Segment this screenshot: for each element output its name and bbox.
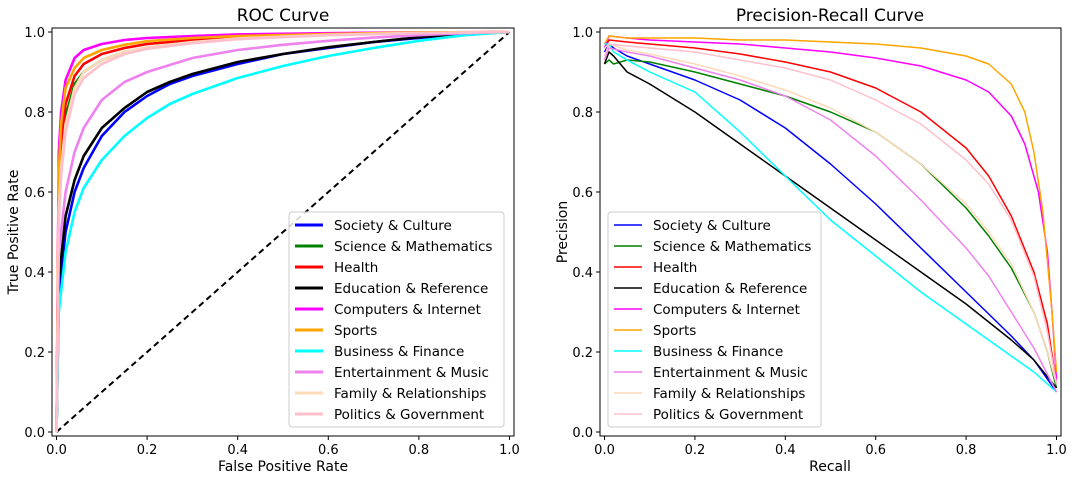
pr-x-tick-label: 1.0 bbox=[1046, 443, 1067, 458]
pr-legend-label-9: Family & Relationships bbox=[653, 386, 805, 402]
roc-legend-label-7: Business & Finance bbox=[334, 344, 464, 360]
pr-title: Precision-Recall Curve bbox=[736, 6, 924, 26]
roc-x-tick-label: 0.8 bbox=[409, 443, 430, 458]
pr-legend-label-1: Society & Culture bbox=[653, 218, 771, 234]
pr-y-tick-label: 0.6 bbox=[572, 186, 593, 201]
pr-legend-label-3: Health bbox=[653, 260, 697, 276]
pr-series-line-2 bbox=[604, 59, 1058, 389]
pr-panel: Precision-Recall Curve Recall Precision … bbox=[555, 6, 1067, 475]
pr-x-tick-label: 0.8 bbox=[956, 443, 977, 458]
pr-legend-label-4: Education & Reference bbox=[653, 281, 807, 297]
pr-legend-box bbox=[607, 211, 822, 428]
roc-y-tick-label: 0.0 bbox=[24, 426, 45, 441]
pr-x-tick-label: 0.2 bbox=[685, 443, 706, 458]
roc-legend: Society & Culture Science & Mathematics He… bbox=[288, 211, 505, 428]
roc-legend-label-3: Health bbox=[334, 260, 378, 276]
pr-series-line-3 bbox=[603, 39, 1058, 385]
pr-series-line-10 bbox=[603, 43, 1058, 385]
pr-legend-label-2: Science & Mathematics bbox=[653, 239, 811, 255]
roc-x-axis-label: False Positive Rate bbox=[218, 459, 348, 475]
roc-legend-label-8: Entertainment & Music bbox=[334, 365, 489, 381]
pr-axes-frame bbox=[599, 27, 1062, 437]
roc-legend-label-1: Society & Culture bbox=[334, 218, 452, 234]
roc-title: ROC Curve bbox=[237, 6, 330, 26]
roc-x-tick-label: 0.2 bbox=[137, 443, 158, 458]
pr-legend-label-5: Computers & Internet bbox=[653, 302, 800, 318]
roc-series-line-8 bbox=[55, 30, 510, 433]
pr-series-line-6 bbox=[603, 35, 1058, 373]
roc-series-line-7 bbox=[55, 30, 510, 433]
pr-series-line-9 bbox=[604, 43, 1058, 385]
roc-plot-area: 0.0 0.2 0.4 0.6 0.8 1.0 0.0 0.2 0.4 0.6 0.8 1.0 bbox=[24, 26, 520, 458]
pr-x-tick-label: 0.4 bbox=[775, 443, 796, 458]
roc-axes-frame bbox=[51, 27, 515, 437]
pr-plot-area: 0.0 0.2 0.4 0.6 0.8 1.0 0.0 0.2 0.4 0.6 0.8 1.0 bbox=[572, 26, 1067, 458]
roc-y-tick-label: 0.4 bbox=[24, 266, 45, 281]
roc-baseline-diagonal bbox=[55, 31, 511, 433]
pr-y-tick-label: 0.8 bbox=[572, 106, 593, 121]
roc-y-tick-label: 1.0 bbox=[24, 26, 45, 41]
pr-y-tick-label: 0.4 bbox=[572, 266, 593, 281]
roc-x-tick-label: 0.6 bbox=[318, 443, 339, 458]
roc-x-tick-label: 0.0 bbox=[46, 443, 67, 458]
pr-y-tick-label: 0.2 bbox=[572, 346, 593, 361]
pr-legend-label-8: Entertainment & Music bbox=[653, 365, 808, 381]
roc-legend-label-5: Computers & Internet bbox=[334, 302, 481, 318]
pr-series-line-7 bbox=[604, 43, 1057, 393]
roc-legend-label-2: Science & Mathematics bbox=[334, 239, 492, 255]
pr-y-tick-label: 1.0 bbox=[572, 26, 593, 41]
roc-panel: ROC Curve False Positive Rate True Posit… bbox=[6, 6, 520, 475]
pr-x-axis-label: Recall bbox=[809, 459, 851, 475]
pr-x-tick-label: 0.6 bbox=[865, 443, 886, 458]
roc-y-tick-label: 0.2 bbox=[24, 346, 45, 361]
pr-y-tick-label: 0.0 bbox=[572, 426, 593, 441]
roc-y-tick-label: 0.8 bbox=[24, 106, 45, 121]
roc-y-axis-label: True Positive Rate bbox=[6, 170, 22, 296]
roc-legend-box bbox=[288, 211, 505, 428]
pr-x-tick-label: 0.0 bbox=[594, 443, 615, 458]
pr-series-line-8 bbox=[603, 47, 1058, 393]
pr-legend-label-7: Business & Finance bbox=[653, 344, 783, 360]
roc-legend-label-4: Education & Reference bbox=[334, 281, 488, 297]
pr-legend-label-10: Politics & Government bbox=[653, 407, 803, 423]
pr-legend-label-6: Sports bbox=[653, 323, 696, 339]
roc-x-tick-label: 1.0 bbox=[499, 443, 520, 458]
roc-series-line-4 bbox=[55, 30, 510, 433]
roc-series-line-10 bbox=[55, 30, 510, 433]
roc-legend-label-9: Family & Relationships bbox=[334, 386, 486, 402]
roc-legend-label-10: Politics & Government bbox=[334, 407, 484, 423]
pr-series-line-5 bbox=[603, 35, 1058, 381]
pr-y-axis-label: Precision bbox=[555, 201, 571, 263]
roc-x-tick-label: 0.4 bbox=[227, 443, 248, 458]
pr-legend: Society & Culture Science & Mathematics He… bbox=[607, 211, 822, 428]
roc-legend-label-6: Sports bbox=[334, 323, 377, 339]
roc-y-tick-label: 0.6 bbox=[24, 186, 45, 201]
